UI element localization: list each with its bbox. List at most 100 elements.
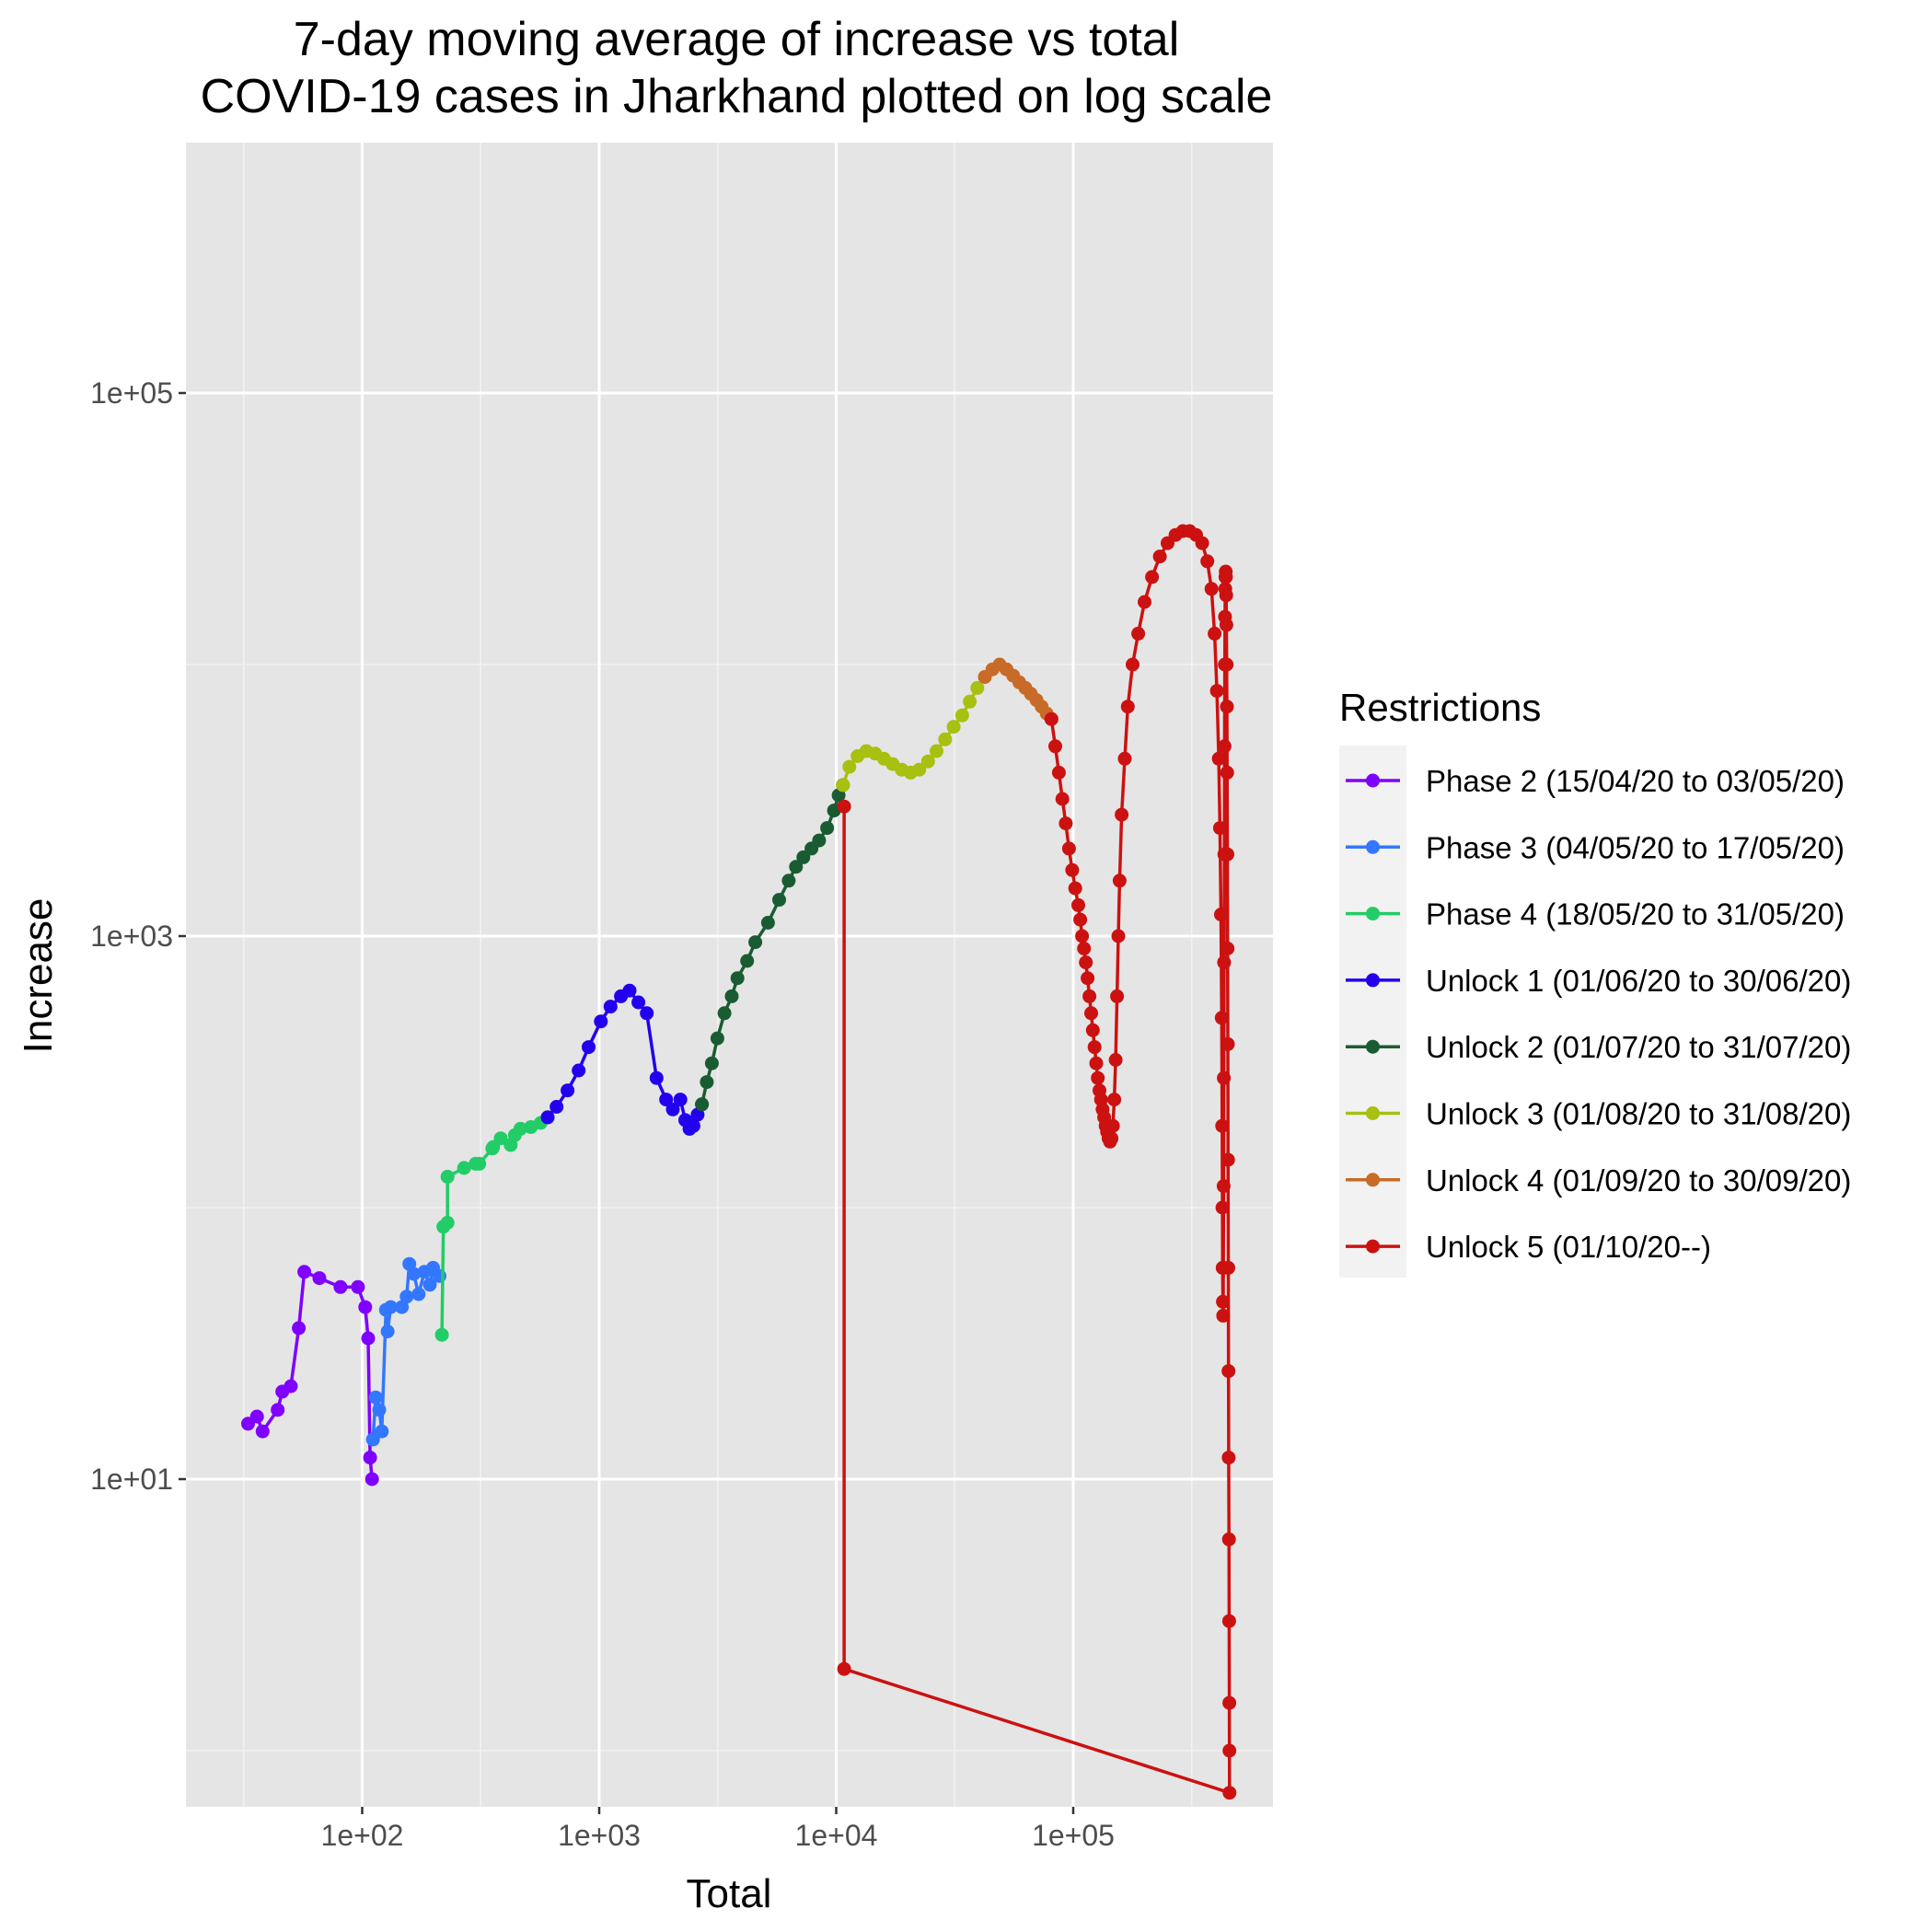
legend-label: Phase 4 (18/05/20 to 31/05/20): [1426, 897, 1845, 931]
data-point: [796, 850, 811, 864]
legend-label: Unlock 1 (01/06/20 to 30/06/20): [1426, 964, 1851, 998]
data-point: [704, 1056, 719, 1070]
legend-label: Phase 3 (04/05/20 to 17/05/20): [1426, 830, 1845, 864]
data-point: [312, 1271, 327, 1286]
data-point: [1110, 989, 1125, 1003]
data-point: [690, 1107, 705, 1122]
legend-label: Unlock 4 (01/09/20 to 30/09/20): [1426, 1163, 1851, 1197]
data-point: [789, 860, 804, 874]
legend-key-point: [1366, 973, 1380, 988]
data-point: [422, 1278, 437, 1292]
data-point: [1216, 1179, 1231, 1194]
data-point: [364, 1472, 379, 1487]
data-point: [946, 720, 961, 735]
data-point: [1222, 1743, 1237, 1758]
data-point: [842, 759, 857, 774]
data-point: [283, 1379, 298, 1394]
data-point: [1195, 536, 1209, 550]
data-point: [1217, 1070, 1232, 1085]
data-point: [724, 989, 739, 1003]
grid-major: [186, 143, 1273, 1807]
legend-items: Phase 2 (15/04/20 to 03/05/20) Phase 3 (0…: [1346, 764, 1851, 1264]
data-point: [368, 1390, 383, 1405]
data-point: [1216, 1294, 1231, 1309]
data-point: [1221, 942, 1235, 955]
legend-item: Phase 4 (18/05/20 to 31/05/20): [1346, 897, 1845, 931]
data-point: [920, 754, 935, 769]
data-point: [665, 1102, 680, 1116]
x-tick-label: 1e+03: [558, 1819, 641, 1852]
data-point: [1051, 765, 1066, 780]
legend-item: Unlock 5 (01/10/20--): [1346, 1230, 1711, 1264]
data-point: [1105, 1118, 1120, 1133]
legend-key-point: [1366, 1239, 1380, 1254]
data-point: [297, 1265, 312, 1279]
data-point: [1219, 570, 1233, 584]
data-point: [395, 1300, 410, 1314]
data-point: [1220, 765, 1234, 780]
data-point: [582, 1040, 596, 1055]
data-point: [1221, 1260, 1235, 1275]
data-point: [457, 1161, 471, 1175]
data-point: [1221, 1614, 1236, 1628]
data-point: [407, 1267, 421, 1281]
data-point: [1212, 821, 1227, 836]
legend-item: Unlock 3 (01/08/20 to 31/08/20): [1346, 1097, 1851, 1131]
legend-item: Unlock 4 (01/09/20 to 30/09/20): [1346, 1163, 1851, 1197]
series-group: [837, 524, 1237, 1800]
data-point: [1221, 1036, 1235, 1051]
data-point: [1200, 554, 1215, 569]
data-point: [440, 1169, 455, 1184]
y-tick-label: 1e+03: [90, 920, 173, 953]
data-point: [1111, 929, 1126, 943]
data-point: [1068, 881, 1082, 896]
legend-key-point: [1366, 907, 1380, 921]
data-point: [1120, 700, 1135, 714]
data-point: [622, 983, 637, 998]
data-point: [717, 1006, 732, 1021]
data-point: [384, 1300, 398, 1314]
x-axis-title: Total: [687, 1871, 772, 1916]
data-point: [399, 1290, 414, 1304]
series-group: [241, 1265, 379, 1487]
data-point: [1087, 1040, 1102, 1055]
legend: Restrictions Phase 2 (15/04/20 to 03/05/…: [1339, 686, 1851, 1278]
data-point: [820, 821, 835, 836]
data-point: [1208, 626, 1222, 641]
grid-minor: [186, 143, 1273, 1807]
legend-item: Unlock 2 (01/07/20 to 31/07/20): [1346, 1030, 1851, 1064]
data-point: [365, 1432, 380, 1447]
data-point: [1214, 908, 1228, 922]
legend-key-point: [1366, 839, 1380, 854]
legend-key-point: [1366, 1106, 1380, 1120]
data-point: [1219, 618, 1233, 632]
legend-item: Unlock 1 (01/06/20 to 30/06/20): [1346, 964, 1851, 998]
data-point: [1108, 1053, 1123, 1067]
data-point: [1215, 1118, 1230, 1133]
data-point: [292, 1321, 307, 1336]
data-point: [772, 893, 786, 908]
data-point: [351, 1279, 365, 1294]
data-point: [1079, 955, 1093, 970]
data-point: [434, 1327, 449, 1342]
series-group: [434, 1110, 555, 1342]
data-point: [1059, 816, 1073, 831]
data-point: [1222, 1695, 1237, 1710]
data-point: [1105, 1131, 1119, 1146]
data-point: [1085, 1023, 1100, 1037]
legend-title: Restrictions: [1339, 686, 1541, 729]
data-point: [1221, 1451, 1236, 1465]
data-point: [1091, 1070, 1105, 1085]
data-point: [1107, 1093, 1122, 1107]
data-point: [1084, 1006, 1098, 1021]
data-point: [561, 1083, 575, 1098]
data-point: [249, 1409, 264, 1424]
data-point: [1112, 873, 1127, 888]
data-point: [1089, 1056, 1104, 1070]
data-point: [1211, 751, 1226, 766]
data-point: [1075, 929, 1090, 943]
legend-item: Phase 3 (04/05/20 to 17/05/20): [1346, 830, 1845, 864]
data-point: [640, 1006, 654, 1021]
data-point: [1221, 1152, 1235, 1167]
data-point: [594, 1014, 608, 1029]
